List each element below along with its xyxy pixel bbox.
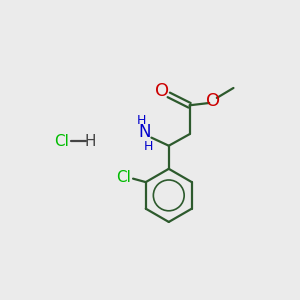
Text: O: O bbox=[155, 82, 169, 100]
Text: Cl: Cl bbox=[54, 134, 69, 148]
Text: Cl: Cl bbox=[116, 170, 131, 185]
Text: N: N bbox=[138, 123, 151, 141]
Text: H: H bbox=[136, 114, 146, 127]
Text: H: H bbox=[143, 140, 153, 153]
Text: O: O bbox=[206, 92, 220, 110]
Text: H: H bbox=[85, 134, 96, 148]
